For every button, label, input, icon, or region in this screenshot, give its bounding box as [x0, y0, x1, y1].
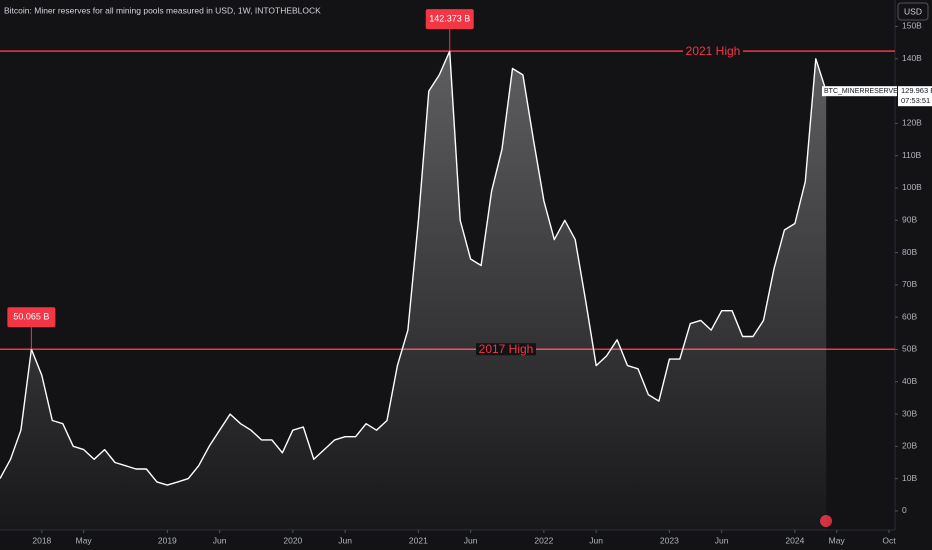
x-tick-label: May	[76, 535, 93, 545]
line-label-bg	[476, 343, 536, 356]
x-tick-label: Oct	[882, 535, 896, 545]
x-tick-label: 2022	[534, 535, 553, 545]
y-tick-label: 150B	[902, 21, 922, 31]
currency-box[interactable]	[897, 2, 929, 21]
x-tick-label: Jun	[338, 535, 352, 545]
x-tick-label: 2020	[283, 535, 302, 545]
y-tick-label: 120B	[902, 118, 922, 128]
last-value-label: 129.963 B	[901, 86, 932, 95]
currency[interactable]: USD	[904, 6, 922, 16]
peak-label-box	[7, 307, 56, 328]
y-tick-label: 20B	[902, 441, 917, 451]
area-fill	[0, 51, 827, 530]
x-tick-label: 2018	[32, 535, 51, 545]
y-tick-label: 100B	[902, 182, 922, 192]
y-tick-label: 90B	[902, 215, 917, 225]
x-tick-label: 2019	[158, 535, 177, 545]
x-tick-label: Jun	[464, 535, 478, 545]
series-name: BTC_MINERRESERVESUSD	[824, 88, 917, 95]
x-tick-label: Jun	[213, 535, 227, 545]
x-tick-label: Jun	[589, 535, 603, 545]
series-name-tag	[822, 86, 897, 97]
x-tick-label: 2024	[785, 535, 804, 545]
series-line	[0, 50, 827, 486]
y-tick-label: 0	[902, 505, 907, 515]
last-value-tag	[898, 86, 932, 107]
y-tick-label: 80B	[902, 247, 917, 257]
peak-label: 50.065 B	[13, 312, 49, 322]
x-tick-label: 2023	[660, 535, 679, 545]
line-label-bg	[683, 45, 743, 58]
peak-label: 142.373 B	[429, 13, 470, 23]
x-tick-label: May	[829, 535, 846, 545]
y-tick-label: 40B	[902, 376, 917, 386]
line-label: 2017 High	[479, 342, 534, 356]
countdown: 07:53:51	[901, 96, 930, 105]
y-tick-label: 10B	[902, 473, 917, 483]
x-tick-label: Jun	[715, 535, 729, 545]
y-tick-label: 30B	[902, 408, 917, 418]
y-tick-label: 140B	[902, 53, 922, 63]
chart-title: Bitcoin: Miner reserves for all mining p…	[4, 5, 321, 15]
peak-label-box	[425, 9, 474, 30]
y-tick-label: 110B	[902, 150, 922, 160]
y-tick-label: 60B	[902, 311, 917, 321]
y-tick-label: 50B	[902, 344, 917, 354]
y-tick-label: 70B	[902, 279, 917, 289]
x-tick-label: 2021	[409, 535, 428, 545]
line-label: 2021 High	[686, 44, 741, 58]
